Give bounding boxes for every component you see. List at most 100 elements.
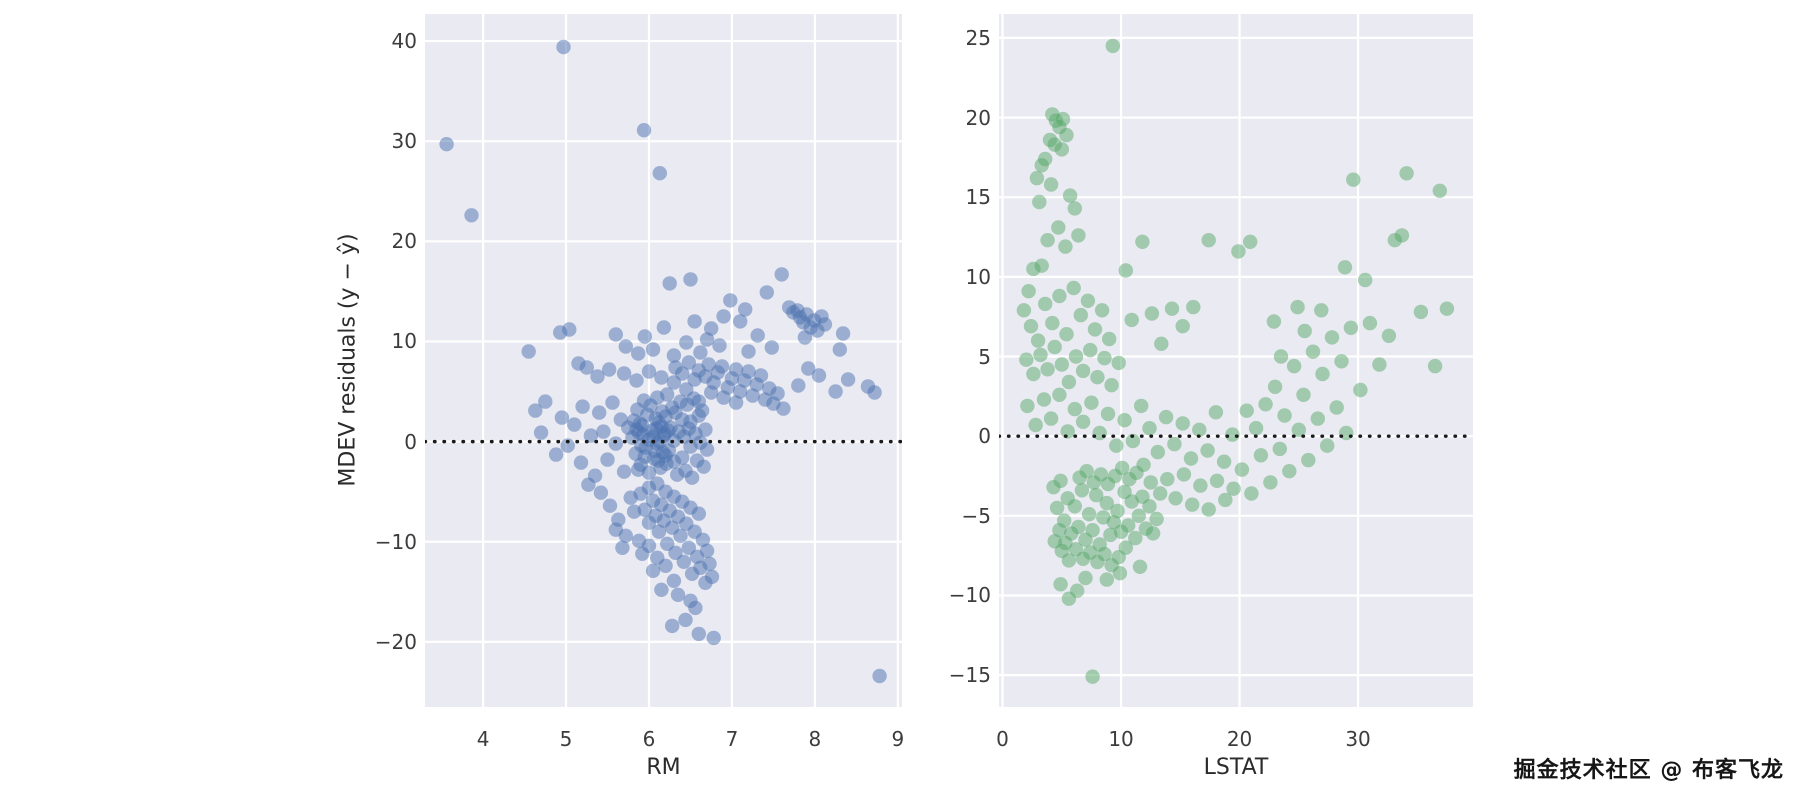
scatter-point xyxy=(665,618,680,634)
scatter-point xyxy=(714,359,730,374)
scatter-point xyxy=(1068,349,1084,364)
scatter-point xyxy=(1158,409,1174,425)
scatter-point xyxy=(651,524,667,539)
scatter-point xyxy=(660,387,675,402)
scatter-point xyxy=(656,320,672,335)
scatter-point xyxy=(1034,158,1049,173)
scatter-point xyxy=(696,459,711,474)
scatter-point xyxy=(528,403,543,418)
scatter-point xyxy=(1099,495,1114,511)
x-tick-label: 6 xyxy=(642,727,656,751)
scatter-point xyxy=(1019,352,1034,367)
scatter-point xyxy=(699,332,715,347)
x-tick-label: 5 xyxy=(559,727,573,751)
scatter-point xyxy=(1286,358,1302,374)
scatter-point xyxy=(538,394,553,409)
scatter-point xyxy=(1102,331,1117,347)
scatter-point xyxy=(801,361,816,376)
scatter-point xyxy=(670,587,686,602)
scatter-point xyxy=(1109,438,1124,453)
scatter-point xyxy=(1078,570,1093,586)
scatter-point xyxy=(1239,403,1254,418)
scatter-point xyxy=(655,445,671,460)
scatter-point xyxy=(1149,511,1164,527)
scatter-point xyxy=(1225,427,1240,442)
scatter-point xyxy=(1052,523,1067,538)
scatter-point xyxy=(750,328,765,343)
scatter-point xyxy=(1192,422,1207,437)
x-tick-label: 9 xyxy=(891,727,905,751)
scatter-point xyxy=(1315,366,1330,382)
scatter-point xyxy=(1052,387,1067,402)
scatter-point xyxy=(1167,436,1182,452)
scatter-point xyxy=(1314,303,1329,318)
scatter-point xyxy=(1142,499,1157,514)
scatter-point xyxy=(1105,38,1120,54)
scatter-point xyxy=(600,452,615,467)
scatter-point xyxy=(1052,288,1067,304)
scatter-point xyxy=(1080,293,1096,308)
scatter-point xyxy=(1200,443,1215,458)
scatter-point xyxy=(679,335,694,350)
scatter-point xyxy=(791,378,806,393)
scatter-point xyxy=(1296,387,1311,402)
scatter-point xyxy=(1074,483,1090,498)
scatter-point xyxy=(654,370,669,385)
y-tick-label: 30 xyxy=(391,129,417,154)
scatter-point xyxy=(1394,228,1410,243)
scatter-point xyxy=(1067,201,1082,216)
scatter-point xyxy=(616,464,632,479)
scatter-point xyxy=(1337,260,1353,275)
scatter-point xyxy=(1043,411,1059,426)
scatter-point xyxy=(592,405,607,420)
scatter-point xyxy=(1201,502,1216,517)
scatter-point xyxy=(1097,546,1112,562)
y-tick-label: 20 xyxy=(965,105,991,130)
scatter-point xyxy=(1208,405,1224,420)
scatter-point xyxy=(1160,472,1175,487)
x-tick-label: 30 xyxy=(1345,727,1371,751)
scatter-point xyxy=(1030,333,1046,348)
rm-scatter-canvas xyxy=(425,14,902,707)
scatter-point xyxy=(666,573,682,588)
scatter-point xyxy=(621,420,636,435)
scatter-point xyxy=(637,329,652,344)
scatter-point xyxy=(1145,526,1161,541)
scatter-point xyxy=(562,322,577,337)
scatter-point xyxy=(1083,342,1098,358)
y-tick-label: 15 xyxy=(965,185,991,210)
scatter-point xyxy=(1128,530,1143,546)
scatter-point xyxy=(1110,503,1125,519)
scatter-point xyxy=(635,546,650,561)
scatter-point xyxy=(605,395,620,410)
scatter-point xyxy=(681,355,696,370)
scatter-point xyxy=(673,528,688,543)
scatter-point xyxy=(548,447,564,462)
scatter-point xyxy=(764,340,779,355)
scatter-point xyxy=(1085,523,1100,538)
scatter-point xyxy=(641,364,657,379)
y-tick-label: −5 xyxy=(961,503,991,528)
scatter-point xyxy=(660,423,676,438)
scatter-point xyxy=(1132,559,1148,574)
scatter-point xyxy=(1248,421,1264,436)
scatter-point xyxy=(439,137,454,152)
scatter-point xyxy=(770,386,785,401)
scatter-point xyxy=(704,385,719,400)
scatter-point xyxy=(1372,357,1387,372)
scatter-point xyxy=(733,314,748,329)
scatter-point xyxy=(1040,233,1055,248)
scatter-point xyxy=(596,424,611,439)
scatter-point xyxy=(1290,299,1305,315)
scatter-point xyxy=(1054,357,1069,372)
scatter-point xyxy=(1021,284,1036,299)
scatter-point xyxy=(654,582,669,597)
scatter-point xyxy=(832,342,847,357)
scatter-point xyxy=(666,348,682,363)
scatter-point xyxy=(1176,467,1192,482)
scatter-point xyxy=(1075,414,1091,429)
scatter-point xyxy=(1026,366,1041,382)
scatter-point xyxy=(1144,306,1160,321)
x-tick-label: 0 xyxy=(996,727,1009,751)
y-tick-label: 0 xyxy=(404,429,417,454)
